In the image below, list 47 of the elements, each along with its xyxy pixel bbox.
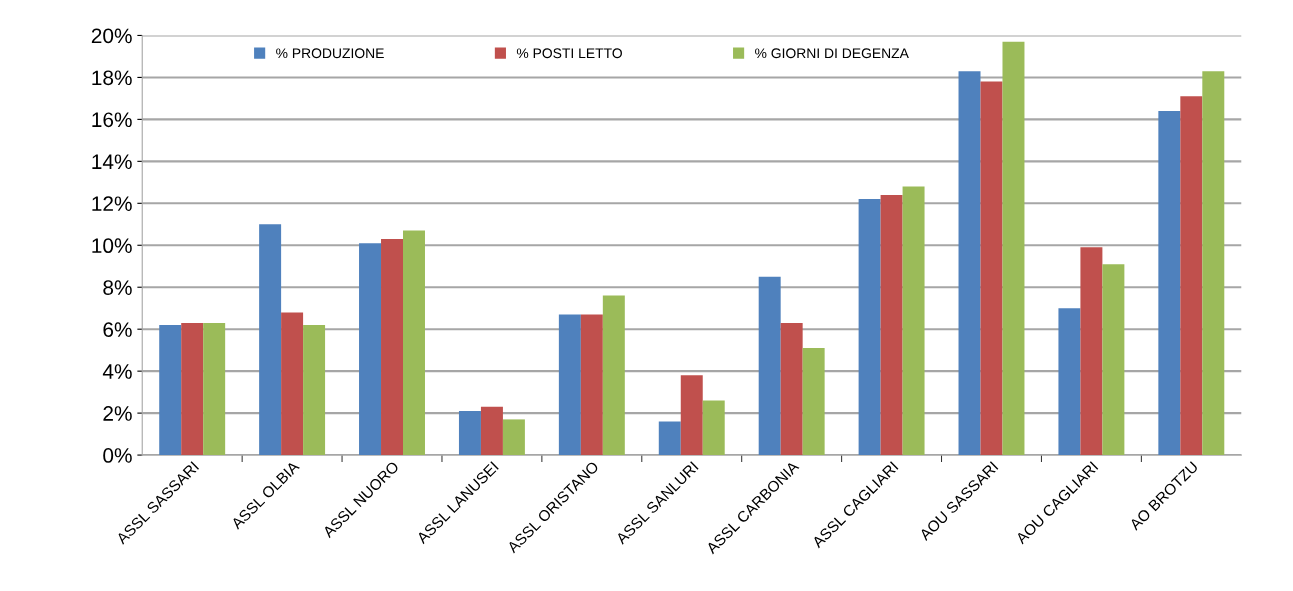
y-tick-label: 20% — [91, 28, 132, 44]
y-tick-label: 6% — [103, 322, 132, 337]
bar — [1080, 247, 1103, 456]
bar — [702, 400, 725, 456]
bar — [303, 324, 326, 456]
bar — [203, 322, 226, 456]
bar — [902, 186, 925, 456]
bar — [502, 419, 525, 456]
bar — [780, 322, 803, 456]
bar — [458, 411, 481, 456]
bar — [403, 230, 425, 456]
bar — [1202, 71, 1225, 456]
bar — [281, 312, 304, 456]
bar — [1158, 110, 1181, 456]
y-tick-label: 4% — [102, 364, 132, 379]
y-tick-label: 16% — [92, 112, 132, 128]
legend-label: % PRODUZIONE — [276, 48, 384, 59]
bar — [680, 375, 703, 456]
y-tick-label: 18% — [92, 70, 132, 86]
bar — [558, 314, 581, 456]
bar — [1002, 41, 1025, 456]
legend-label: % POSTI LETTO — [516, 48, 622, 59]
y-tick-label: 12% — [92, 196, 132, 211]
bar — [880, 194, 903, 456]
bar — [758, 276, 781, 456]
y-tick-label: 8% — [103, 280, 132, 295]
bar — [359, 243, 382, 456]
y-tick-label: 0% — [103, 448, 132, 463]
bar — [159, 324, 182, 456]
legend-label: % GIORNI DI DEGENZA — [755, 48, 909, 59]
bar — [580, 314, 603, 456]
bar — [602, 295, 625, 456]
bar — [259, 224, 282, 456]
bar — [858, 199, 881, 456]
bar — [802, 348, 825, 456]
bar — [1058, 308, 1081, 456]
bar — [980, 81, 1003, 456]
y-tick-label: 14% — [92, 154, 132, 170]
bar — [480, 406, 503, 456]
bar — [658, 421, 681, 456]
bar — [181, 322, 204, 456]
bar — [1102, 264, 1125, 456]
bar — [958, 71, 981, 456]
bar — [381, 238, 403, 456]
y-tick-label: 2% — [103, 406, 132, 421]
bar — [1180, 96, 1203, 456]
y-tick-label: 10% — [92, 238, 132, 254]
